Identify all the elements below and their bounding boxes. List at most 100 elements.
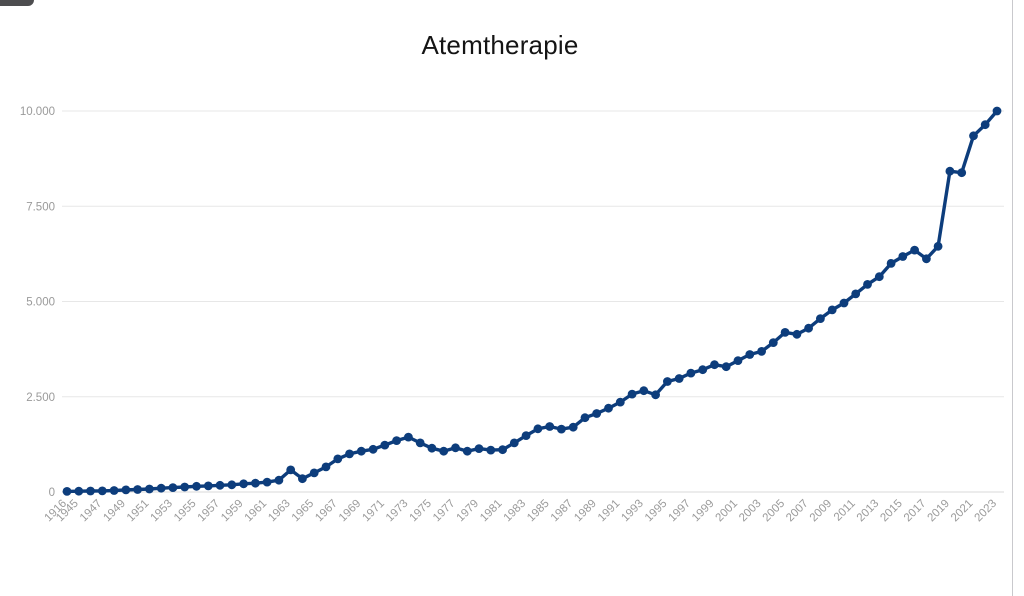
data-point[interactable]: [839, 298, 849, 308]
data-point[interactable]: [262, 477, 272, 487]
data-point[interactable]: [298, 474, 307, 484]
data-point[interactable]: [86, 486, 95, 496]
data-point[interactable]: [462, 446, 472, 456]
data-point[interactable]: [227, 480, 237, 490]
data-point[interactable]: [286, 465, 296, 475]
data-point[interactable]: [498, 445, 507, 455]
data-point[interactable]: [792, 329, 802, 339]
data-point[interactable]: [604, 403, 613, 413]
data-point[interactable]: [109, 486, 119, 495]
data-point[interactable]: [804, 323, 813, 333]
data-point[interactable]: [721, 362, 731, 372]
x-axis-tick-label: 1965: [290, 498, 317, 525]
data-point[interactable]: [745, 350, 755, 359]
data-point[interactable]: [827, 305, 837, 315]
data-point[interactable]: [321, 462, 331, 472]
data-point[interactable]: [969, 131, 978, 141]
data-point[interactable]: [121, 485, 131, 495]
data-point[interactable]: [439, 446, 449, 456]
right-edge-divider: [1012, 0, 1013, 596]
data-point[interactable]: [851, 289, 861, 299]
data-point[interactable]: [192, 481, 201, 491]
x-axis-tick-label: 1991: [596, 498, 623, 525]
data-point[interactable]: [203, 481, 213, 491]
data-point[interactable]: [415, 438, 425, 448]
data-point[interactable]: [898, 252, 908, 261]
data-point[interactable]: [592, 409, 602, 418]
data-point[interactable]: [674, 374, 684, 383]
data-point[interactable]: [533, 424, 543, 434]
x-axis-tick-label: 1949: [101, 498, 128, 525]
data-point[interactable]: [757, 347, 766, 356]
data-point[interactable]: [780, 328, 790, 337]
x-axis-tick-label: 1995: [643, 498, 670, 525]
data-point[interactable]: [451, 443, 460, 453]
x-axis-tick-label: 1979: [455, 498, 482, 525]
x-axis-tick-label: 2009: [808, 498, 835, 525]
data-point[interactable]: [427, 443, 437, 453]
data-point[interactable]: [663, 377, 672, 386]
data-point[interactable]: [486, 445, 496, 455]
x-axis-tick-label: 1955: [172, 498, 199, 525]
data-point[interactable]: [922, 254, 931, 264]
data-point[interactable]: [251, 478, 260, 488]
x-axis-tick-label: 2007: [784, 498, 811, 525]
data-point[interactable]: [733, 356, 743, 365]
data-point[interactable]: [992, 106, 1002, 116]
x-axis-tick-label: 1953: [148, 498, 175, 525]
data-point[interactable]: [863, 280, 872, 289]
data-point[interactable]: [168, 483, 178, 492]
data-point[interactable]: [580, 413, 590, 423]
data-point[interactable]: [545, 422, 555, 431]
x-axis-tick-label: 1993: [619, 498, 646, 525]
data-point[interactable]: [404, 432, 413, 442]
data-point[interactable]: [345, 449, 354, 459]
data-point[interactable]: [215, 480, 225, 490]
data-point[interactable]: [768, 338, 778, 347]
x-axis-tick-label: 2005: [761, 498, 788, 525]
data-point[interactable]: [333, 454, 343, 464]
x-axis-tick-label: 1959: [219, 498, 246, 525]
data-point[interactable]: [698, 365, 708, 375]
x-axis-tick-label: 1963: [266, 498, 293, 525]
data-point[interactable]: [980, 120, 990, 130]
x-axis-tick-label: 1985: [525, 498, 552, 525]
x-axis-tick-label: 1981: [478, 498, 505, 525]
data-point[interactable]: [509, 438, 519, 448]
data-point[interactable]: [274, 475, 284, 485]
data-point[interactable]: [874, 272, 884, 282]
data-point[interactable]: [945, 166, 955, 176]
data-point[interactable]: [957, 168, 967, 178]
data-point[interactable]: [816, 314, 825, 323]
data-point[interactable]: [639, 386, 649, 396]
data-point[interactable]: [97, 486, 107, 496]
data-point[interactable]: [380, 440, 390, 450]
data-point[interactable]: [933, 241, 943, 251]
data-point[interactable]: [309, 468, 319, 478]
data-point[interactable]: [392, 436, 401, 445]
data-point[interactable]: [568, 422, 578, 432]
data-point[interactable]: [521, 431, 531, 440]
data-point[interactable]: [627, 389, 637, 399]
data-point[interactable]: [133, 485, 143, 494]
data-point[interactable]: [615, 397, 625, 407]
data-point[interactable]: [651, 390, 660, 400]
data-point[interactable]: [239, 479, 249, 489]
data-point[interactable]: [145, 484, 154, 494]
data-point[interactable]: [356, 446, 366, 456]
data-point[interactable]: [686, 368, 696, 378]
data-point[interactable]: [910, 245, 919, 255]
data-point[interactable]: [180, 482, 190, 492]
data-point[interactable]: [557, 424, 566, 434]
data-point[interactable]: [156, 483, 166, 493]
x-axis-tick-label: 2023: [973, 498, 1000, 525]
data-point[interactable]: [62, 487, 72, 496]
data-point[interactable]: [368, 444, 378, 454]
data-point[interactable]: [710, 360, 719, 370]
data-point[interactable]: [74, 486, 84, 496]
data-point[interactable]: [886, 259, 896, 268]
data-point[interactable]: [474, 444, 484, 453]
y-axis-tick-label: 0: [49, 487, 55, 499]
window-corner-artifact: [0, 0, 34, 6]
